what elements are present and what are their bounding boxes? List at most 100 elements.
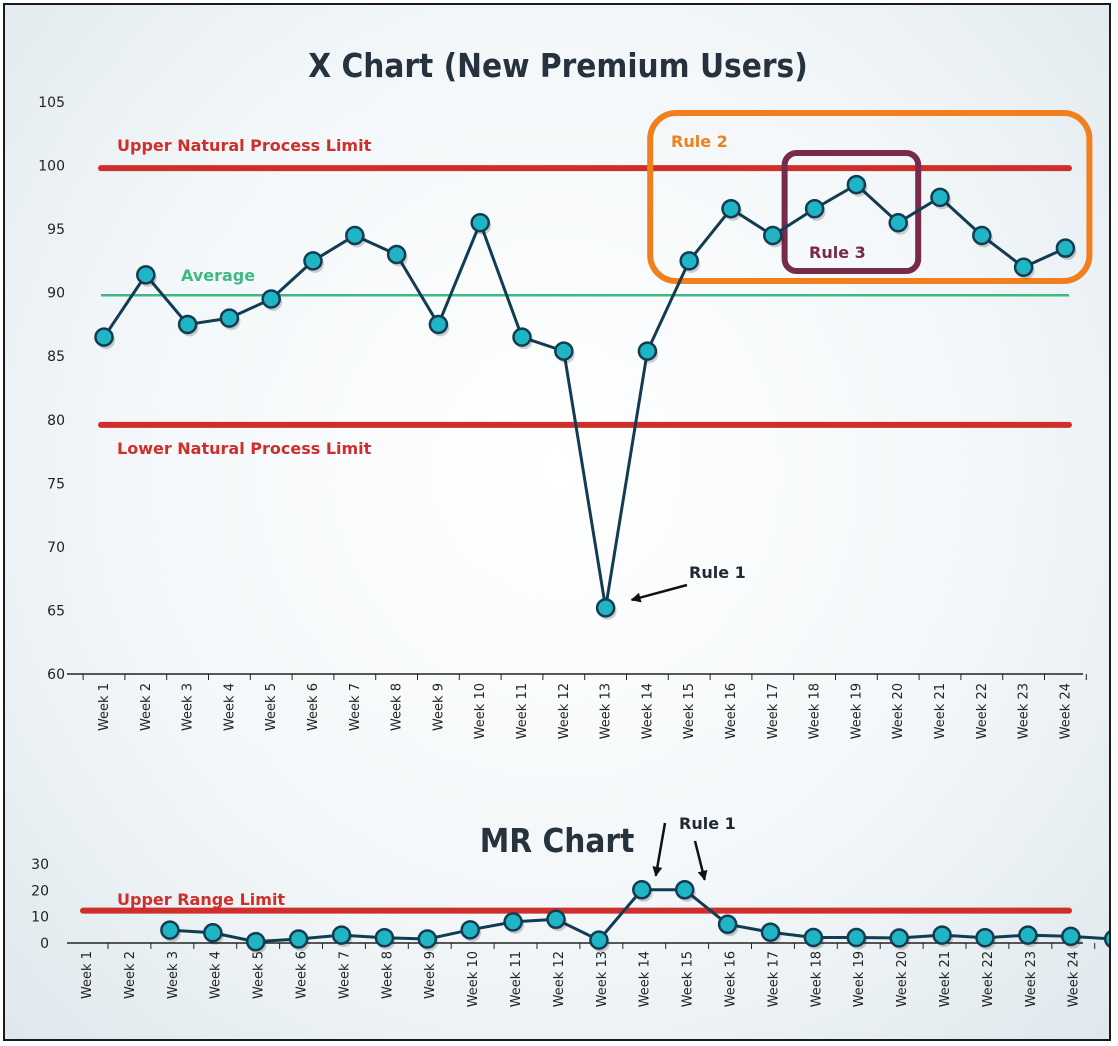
mr-chart-x-tick-label: Week 17 — [766, 951, 781, 1007]
x-chart-x-tick-label: Week 1 — [97, 683, 112, 731]
x-chart-x-tick-label: Week 11 — [515, 683, 530, 739]
mr-chart-x-tick-label: Week 5 — [252, 951, 267, 999]
mr-chart-x-tick-label: Week 6 — [295, 951, 310, 999]
x-chart-x-tick-label: Week 21 — [933, 683, 948, 739]
average-label: Average — [181, 266, 255, 285]
x-chart-point — [930, 187, 950, 208]
x-chart-point — [721, 199, 741, 219]
x-chart-y-tick-label: 60 — [47, 667, 65, 683]
x-chart-x-tick-label: Week 6 — [306, 683, 321, 731]
mr-chart-point — [632, 880, 652, 900]
x-chart-x-tick-label: Week 22 — [975, 683, 990, 739]
x-chart-x-tick-label: Week 15 — [682, 683, 697, 739]
x-chart-point — [345, 225, 365, 246]
x-chart-x-tick-label: Week 17 — [766, 683, 781, 739]
mr-chart-point — [889, 928, 909, 948]
x-chart-x-tick-label: Week 20 — [891, 683, 906, 739]
x-chart-x-tick-label: Week 14 — [640, 683, 655, 739]
mr-chart-x-tick-label: Week 7 — [337, 951, 352, 999]
mr-chart-point — [975, 927, 995, 948]
rule2-label: Rule 2 — [671, 132, 728, 151]
mr-chart-point — [460, 920, 480, 940]
x-chart-title: X Chart (New Premium Users) — [308, 46, 808, 85]
x-chart-point — [261, 289, 281, 309]
x-chart-point — [428, 314, 449, 335]
x-chart-y-tick-label: 75 — [47, 476, 65, 492]
x-chart-x-tick-label: Week 19 — [849, 683, 864, 739]
mr-chart-x-tick-label: Week 8 — [380, 951, 395, 999]
chart-frame: X Chart (New Premium Users) Upper Natura… — [3, 3, 1111, 1041]
mr-chart-point — [374, 927, 395, 948]
mr-chart-x-tick-label: Week 13 — [595, 951, 610, 1007]
x-rule1-label: Rule 1 — [689, 563, 746, 582]
mr-chart-point — [546, 909, 566, 930]
mr-chart-point — [803, 927, 824, 948]
mr-chart-point — [1061, 926, 1081, 947]
mr-chart-point — [503, 912, 523, 932]
mr-chart-point — [160, 920, 180, 940]
mr-chart-point — [288, 929, 309, 949]
x-chart-x-tick-label: Week 7 — [348, 683, 363, 731]
x-chart-x-tick-label: Week 23 — [1017, 683, 1032, 739]
x-chart-y-tick-label: 65 — [47, 603, 65, 619]
x-chart-point — [470, 213, 490, 233]
mr-chart-x-tick-label: Week 15 — [681, 951, 696, 1007]
x-chart-point — [177, 314, 198, 335]
x-chart-x-tick-label: Week 3 — [181, 683, 196, 731]
upper-range-limit-label: Upper Range Limit — [117, 890, 285, 909]
x-chart-point — [595, 598, 616, 618]
x-chart-y-tick-label: 105 — [38, 95, 65, 111]
x-chart-point — [386, 244, 407, 265]
mr-chart-x-tick-label: Week 23 — [1024, 951, 1039, 1007]
x-chart-point — [679, 251, 699, 271]
lower-natural-process-limit-label: Lower Natural Process Limit — [117, 439, 372, 458]
rule3-label: Rule 3 — [809, 243, 866, 262]
mr-chart-point — [245, 931, 266, 952]
x-chart-x-tick-label: Week 9 — [431, 683, 446, 731]
x-chart-x-tick-label: Week 10 — [473, 683, 488, 739]
mr-chart-point — [932, 925, 952, 945]
x-chart-y-tick-label: 80 — [47, 413, 65, 429]
x-chart-x-tick-label: Week 2 — [139, 683, 154, 731]
mr-chart-point — [760, 922, 781, 942]
mr-rule1-label: Rule 1 — [679, 814, 736, 833]
mr-chart-point — [331, 925, 352, 945]
mr-chart-y-tick-label: 20 — [31, 883, 49, 899]
upper-natural-process-limit-label: Upper Natural Process Limit — [117, 136, 372, 155]
x-chart-y-tick-label: 100 — [38, 159, 65, 175]
mr-chart-point — [1018, 925, 1038, 945]
x-chart-x-tick-label: Week 18 — [808, 683, 823, 739]
mr-chart-x-tick-label: Week 3 — [166, 951, 181, 999]
mr-chart-x-tick-label: Week 11 — [509, 951, 524, 1007]
mr-chart-point — [717, 914, 738, 935]
mr-chart-point — [417, 929, 438, 949]
control-charts: X Chart (New Premium Users) Upper Natura… — [31, 46, 1109, 1007]
x-chart-point — [804, 199, 825, 219]
x-chart-point — [1055, 238, 1076, 258]
mr-chart-x-tick-label: Week 14 — [638, 951, 653, 1007]
mr-chart-x-tick-label: Week 16 — [724, 951, 739, 1007]
mr-chart-x-tick-label: Week 24 — [1067, 951, 1082, 1007]
x-chart-y-tick-label: 85 — [47, 349, 65, 365]
x-chart-y-tick-label: 70 — [47, 540, 65, 556]
x-chart-point — [219, 308, 240, 328]
x-rule1-arrow — [630, 583, 688, 603]
x-chart-x-tick-label: Week 5 — [264, 683, 279, 731]
mr-chart-y-tick-label: 0 — [40, 936, 49, 952]
x-chart-point — [637, 341, 658, 361]
x-chart-point — [303, 251, 323, 271]
x-chart-point — [136, 265, 156, 285]
mr-chart-point — [674, 880, 695, 900]
mr-chart-x-tick-label: Week 20 — [895, 951, 910, 1007]
x-chart-point — [846, 174, 867, 195]
x-chart-point — [972, 225, 992, 246]
mr-chart-x-tick-label: Week 18 — [809, 951, 824, 1007]
x-chart-point — [554, 341, 574, 361]
mr-chart-x-tick-label: Week 9 — [423, 951, 438, 999]
x-chart-point — [94, 327, 114, 347]
mr-chart-point — [846, 927, 867, 948]
x-chart-point — [1013, 257, 1034, 277]
x-chart-x-tick-label: Week 12 — [557, 683, 572, 739]
mr-chart-x-tick-label: Week 22 — [981, 951, 996, 1007]
mr-chart-x-tick-label: Week 21 — [938, 951, 953, 1007]
